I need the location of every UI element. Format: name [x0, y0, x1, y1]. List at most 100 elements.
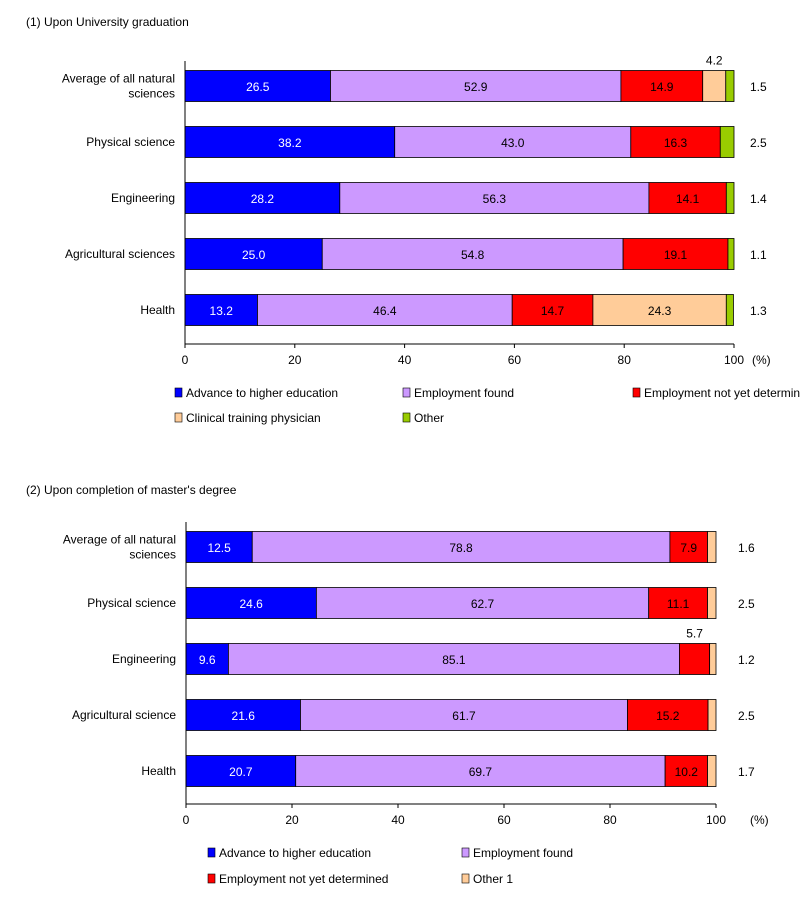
bar-value-label: 78.8 — [449, 541, 473, 555]
bar-segment — [184, 294, 258, 326]
bar-value-label: 15.2 — [656, 709, 680, 723]
x-tick-label: 20 — [288, 353, 302, 367]
bar-segment — [707, 587, 717, 619]
bar-segment — [709, 643, 717, 675]
chart-panel-university-graduation: (1) Upon University graduation Average of… — [26, 15, 800, 425]
right-value-label: 1.1 — [750, 248, 767, 262]
legend-label: Advance to higher education — [186, 386, 338, 400]
right-value-label: 1.4 — [750, 192, 767, 206]
bar-value-label: 14.7 — [541, 304, 565, 318]
bar-value-label: 43.0 — [501, 136, 525, 150]
bar-value-label: 52.9 — [464, 80, 488, 94]
bar-segment — [719, 126, 735, 158]
category-label: Average of all natural sciences — [62, 72, 175, 101]
bar-segment — [592, 294, 727, 326]
bar-value-label: 54.8 — [461, 248, 485, 262]
bar-segment — [394, 126, 632, 158]
legend-swatch — [207, 873, 216, 884]
legend-swatch — [402, 387, 411, 398]
x-tick-label: 40 — [391, 813, 405, 827]
bar-segment — [664, 755, 708, 787]
bar-value-label: 11.1 — [667, 597, 690, 611]
bar-segment — [725, 294, 734, 326]
category-label: Physical science — [87, 596, 176, 610]
bar-segment — [620, 70, 704, 102]
bar-value-label: 85.1 — [442, 653, 466, 667]
category-label: Health — [141, 764, 176, 778]
bar-segment — [339, 182, 650, 214]
bar-segment — [185, 699, 301, 731]
bar-segment — [227, 643, 680, 675]
bar-value-label: 19.1 — [664, 248, 688, 262]
bar-segment — [257, 294, 513, 326]
legend-swatch — [461, 873, 470, 884]
category-label: Agricultural sciences — [65, 247, 175, 261]
right-value-label: 1.3 — [750, 304, 767, 318]
bar-segment — [679, 643, 711, 675]
bar-value-label: 21.6 — [232, 709, 256, 723]
x-tick-label: 60 — [508, 353, 522, 367]
bar-value-label: 26.5 — [246, 80, 270, 94]
legend-label: Other 1 — [473, 872, 513, 886]
x-tick-label: 80 — [603, 813, 617, 827]
legend-swatch — [207, 847, 216, 858]
x-tick-label: 40 — [398, 353, 412, 367]
bar-segment — [184, 238, 323, 270]
x-tick-label: 0 — [183, 813, 190, 827]
bar-value-label: 12.5 — [207, 541, 231, 555]
bar-segment — [702, 70, 727, 102]
annotation-label: 4.2 — [706, 54, 723, 68]
x-tick-label: 100 — [706, 813, 726, 827]
chart-title: (2) Upon completion of master's degree — [26, 483, 237, 497]
bar-value-label: 20.7 — [229, 765, 253, 779]
bar-segment — [727, 238, 735, 270]
bar-segment — [707, 699, 717, 731]
x-tick-label: 20 — [285, 813, 299, 827]
bar-segment — [725, 70, 735, 102]
bar-value-label: 69.7 — [469, 765, 493, 779]
bar-segment — [669, 531, 708, 563]
legend-swatch — [174, 387, 183, 398]
legend-swatch — [402, 412, 411, 423]
bar-segment — [185, 643, 229, 675]
bar-value-label: 14.1 — [676, 192, 700, 206]
right-value-label: 2.5 — [738, 597, 755, 611]
bar-segment — [627, 699, 709, 731]
bar-segment — [315, 587, 650, 619]
bar-segment — [622, 238, 729, 270]
bar-segment — [300, 699, 628, 731]
right-value-label: 1.7 — [738, 765, 755, 779]
bar-segment — [648, 587, 708, 619]
legend-label: Clinical training physician — [186, 411, 321, 425]
x-tick-label: 0 — [182, 353, 189, 367]
legend-label: Employment found — [414, 386, 514, 400]
bar-segment — [184, 70, 331, 102]
category-label: Average of all natural sciences — [63, 533, 176, 562]
legend-label: Employment not yet determined — [219, 872, 388, 886]
bar-value-label: 61.7 — [452, 709, 476, 723]
category-label: Agricultural science — [72, 708, 176, 722]
bar-value-label: 14.9 — [650, 80, 674, 94]
category-label: Engineering — [111, 191, 175, 205]
legend-swatch — [174, 412, 183, 423]
chart-panel-masters-degree: (2) Upon completion of master's degree Av… — [26, 483, 769, 886]
x-tick-label: 100 — [724, 353, 744, 367]
bar-value-label: 46.4 — [373, 304, 397, 318]
legend-swatch — [461, 847, 470, 858]
bar-value-label: 56.3 — [483, 192, 507, 206]
bar-value-label: 13.2 — [210, 304, 234, 318]
right-value-label: 1.6 — [738, 541, 755, 555]
right-value-label: 1.5 — [750, 80, 767, 94]
legend-label: Employment not yet determined — [644, 386, 800, 400]
bar-segment — [185, 531, 253, 563]
bar-value-label: 62.7 — [471, 597, 495, 611]
unit-label: (%) — [750, 813, 769, 827]
bar-segment — [295, 755, 666, 787]
bar-segment — [707, 755, 717, 787]
x-tick-label: 80 — [618, 353, 632, 367]
chart-title: (1) Upon University graduation — [26, 15, 189, 29]
right-value-label: 2.5 — [750, 136, 767, 150]
right-value-label: 2.5 — [738, 709, 755, 723]
bar-value-label: 7.9 — [680, 541, 697, 555]
